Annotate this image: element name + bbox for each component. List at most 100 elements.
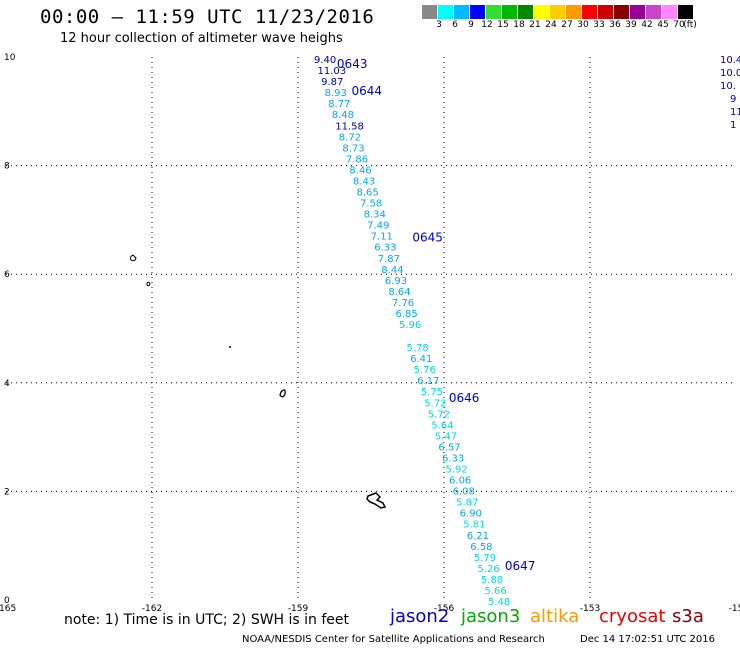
swh-value: 6.33 (374, 243, 396, 254)
swh-value: 5.88 (481, 575, 503, 586)
swh-value: 6.57 (438, 442, 460, 453)
lat-tick-label: 4 (4, 379, 10, 389)
footer-note: note: 1) Time is in UTC; 2) SWH is in fe… (64, 612, 350, 628)
color-scale-label: 70 (673, 20, 685, 30)
swh-value: 9.40 (314, 55, 336, 66)
color-swatch (534, 5, 550, 19)
island-outline (129, 254, 137, 262)
swh-value: 8.46 (349, 165, 371, 176)
satellite-legend-item: jason3 (461, 606, 521, 627)
lon-tick-label: -165 (0, 604, 16, 614)
swh-value: 6.08 (453, 487, 475, 498)
lat-tick-label: 2 (4, 487, 10, 497)
color-scale-label: 33 (593, 20, 605, 30)
swh-value-edge: 10. (720, 81, 736, 92)
swh-value: 5.92 (446, 465, 468, 476)
lat-tick-label: 0 (4, 596, 10, 606)
island-outline (279, 389, 286, 398)
swh-value: 9.87 (321, 77, 343, 88)
swh-value: 5.79 (474, 553, 496, 564)
lat-tick-label: 8 (4, 162, 10, 172)
swh-value: 7.76 (392, 298, 414, 309)
swh-value: 5.75 (421, 387, 443, 398)
color-swatch (598, 5, 614, 19)
swh-value: 8.48 (332, 110, 354, 121)
swh-value: 6.93 (385, 276, 407, 287)
color-swatch (678, 5, 694, 19)
swh-value: 6.33 (442, 453, 464, 464)
lon-tick-label: -15 (729, 604, 740, 614)
swh-value-edge: 10.0 (720, 68, 740, 79)
swh-value: 6.17 (417, 376, 439, 387)
color-swatch (646, 5, 662, 19)
pass-time-label: 0643 (337, 57, 368, 71)
swh-value: 6.21 (467, 531, 489, 542)
color-scale-label: 12 (481, 20, 493, 30)
credit-line: NOAA/NESDIS Center for Satellite Applica… (242, 634, 545, 645)
satellite-legend-item: s3a (672, 606, 704, 627)
color-swatch (662, 5, 678, 19)
lat-tick-label: 6 (4, 270, 10, 280)
color-swatch (422, 5, 438, 19)
lat-tick-label: 10 (4, 53, 16, 63)
swh-value: 8.72 (339, 132, 361, 143)
color-scale-label: 27 (561, 20, 573, 30)
graticule (6, 57, 736, 600)
color-scale-label: 42 (641, 20, 653, 30)
color-scale-label: 6 (452, 20, 458, 30)
color-scale-label: 36 (609, 20, 621, 30)
swh-value-edge: 11 (730, 107, 740, 118)
swh-value: 5.76 (414, 365, 436, 376)
color-swatch (454, 5, 470, 19)
island-outlines (129, 254, 387, 509)
swh-value: 7.86 (346, 154, 368, 165)
color-swatch (630, 5, 646, 19)
swh-value: 11.58 (335, 121, 364, 132)
swh-value: 5.66 (484, 586, 506, 597)
swh-value: 6.58 (470, 542, 492, 553)
color-scale-label: 21 (529, 20, 541, 30)
lon-tick-label: -156 (434, 604, 455, 614)
swh-value: 5.64 (431, 420, 453, 431)
swh-value: 7.87 (378, 254, 400, 265)
swh-value: 8.93 (325, 88, 347, 99)
swh-value: 5.72 (428, 409, 450, 420)
axis-labels: -165 -162 -159 -156 -153 -15 0 2 4 6 8 10 (0, 53, 740, 614)
swh-value-edge: 9 (730, 94, 736, 105)
color-scale-label: 30 (577, 20, 589, 30)
color-swatch (502, 5, 518, 19)
color-swatch (486, 5, 502, 19)
swh-value: 7.58 (360, 199, 382, 210)
swh-value: 5.26 (477, 564, 499, 575)
swh-value: 8.43 (353, 176, 375, 187)
color-swatch (614, 5, 630, 19)
color-swatch (470, 5, 486, 19)
swh-value: 8.65 (357, 188, 379, 199)
swh-value: 8.44 (381, 265, 403, 276)
generated-timestamp: Dec 14 17:02:51 UTC 2016 (580, 634, 715, 645)
swh-value: 7.49 (367, 221, 389, 232)
island-outline (146, 281, 151, 287)
swh-value: 8.77 (328, 99, 350, 110)
page-title: 00:00 – 11:59 UTC 11/23/2016 (40, 6, 375, 28)
swh-value-edge: 10.4 (720, 55, 740, 66)
lon-tick-label: -153 (580, 604, 600, 614)
color-swatch (550, 5, 566, 19)
swh-value: 8.64 (388, 287, 410, 298)
color-scale-label: 45 (657, 20, 669, 30)
swh-value: 5.48 (488, 597, 510, 608)
satellite-legend-item: cryosat (599, 606, 666, 627)
island-outline (229, 346, 231, 348)
lon-tick-label: -162 (142, 604, 162, 614)
page-subtitle: 12 hour collection of altimeter wave hei… (60, 31, 343, 46)
pass-time-label: 0645 (412, 231, 443, 245)
swh-value: 6.85 (395, 309, 417, 320)
swh-value: 5.72 (424, 398, 446, 409)
swh-value: 6.41 (410, 354, 432, 365)
swh-value: 5.47 (435, 431, 457, 442)
swh-value: 7.11 (371, 232, 393, 243)
color-swatch (438, 5, 454, 19)
swh-value: 5.78 (407, 343, 429, 354)
color-scale-label: 24 (545, 20, 557, 30)
